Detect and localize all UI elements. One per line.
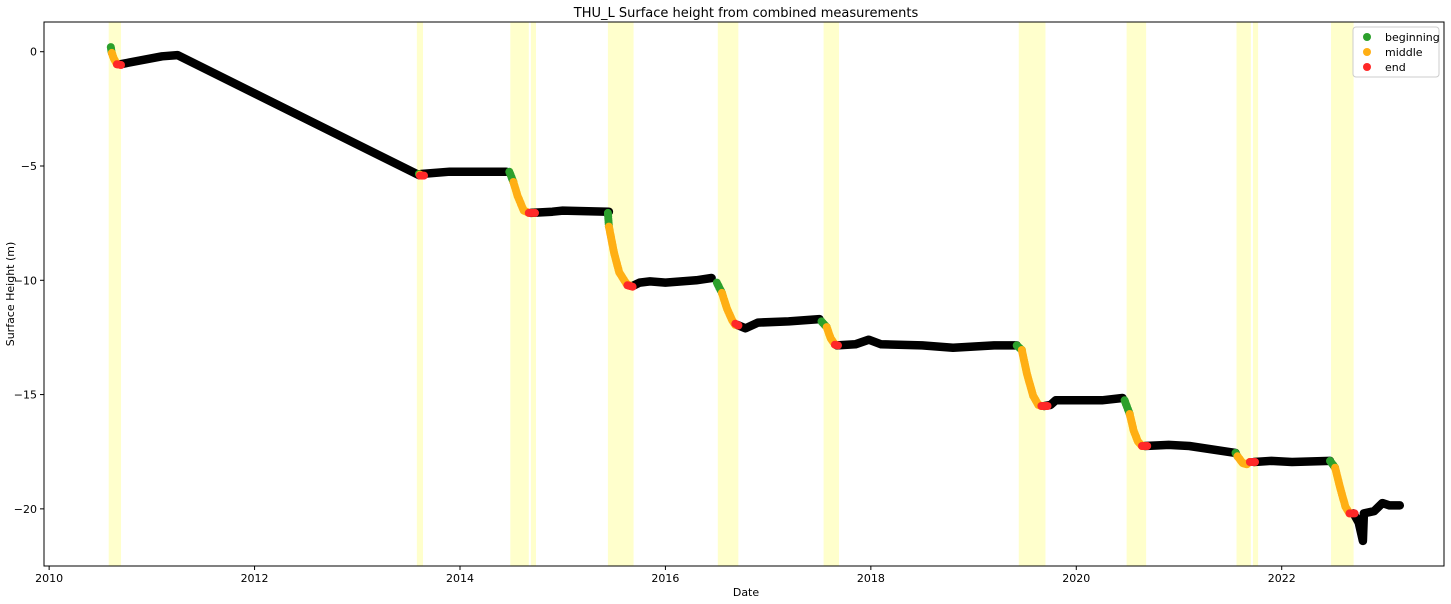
shaded-period — [1126, 22, 1147, 566]
measurement-track — [416, 167, 511, 179]
x-tick-label: 2010 — [35, 572, 63, 585]
measurement-track — [115, 50, 424, 180]
shaded-period — [1018, 22, 1046, 566]
end-point — [628, 282, 637, 291]
shaded-period — [717, 22, 739, 566]
end-point — [531, 208, 539, 217]
end-point — [1251, 458, 1259, 466]
end-point — [1143, 442, 1152, 450]
measurement-track — [628, 273, 716, 291]
legend-label-end: end — [1385, 61, 1406, 74]
end-point — [117, 61, 125, 69]
measurement-track — [526, 206, 614, 218]
chart-title: THU_L Surface height from combined measu… — [573, 6, 919, 21]
legend-label-middle: middle — [1385, 46, 1423, 59]
legend-label-beginning: beginning — [1385, 31, 1440, 44]
x-tick-label: 2018 — [857, 572, 885, 585]
end-point — [734, 321, 743, 330]
y-tick-label: −20 — [14, 503, 37, 516]
y-tick-label: 0 — [30, 46, 37, 59]
x-tick-label: 2012 — [241, 572, 269, 585]
shaded-period — [607, 22, 634, 566]
shaded-period — [1252, 22, 1259, 566]
x-tick-label: 2016 — [651, 572, 679, 585]
shaded-period — [823, 22, 840, 566]
legend-marker-end — [1363, 63, 1371, 71]
x-tick-label: 2022 — [1268, 572, 1296, 585]
shaded-period — [1236, 22, 1251, 566]
y-axis: 0 −5 −10 −15 −20 — [14, 46, 44, 516]
y-tick-label: −5 — [21, 160, 37, 173]
end-point — [1350, 509, 1359, 518]
x-axis: 2010 2012 2014 2016 2018 2020 2022 — [35, 566, 1296, 585]
shaded-period — [1331, 22, 1354, 566]
measurement-track — [832, 335, 1021, 352]
shaded-period — [108, 22, 122, 566]
legend: beginning middle end — [1352, 26, 1440, 78]
end-point — [1043, 402, 1052, 410]
shaded-period — [510, 22, 529, 566]
legend-marker-beginning — [1363, 33, 1371, 41]
end-point — [834, 341, 842, 350]
y-tick-label: −10 — [14, 274, 37, 287]
measurement-track — [733, 314, 824, 333]
background-points — [115, 50, 1405, 546]
y-tick-label: −15 — [14, 389, 37, 402]
measurement-track — [1140, 440, 1240, 458]
x-tick-label: 2020 — [1062, 572, 1090, 585]
measurement-track — [1349, 498, 1405, 546]
legend-marker-middle — [1363, 48, 1371, 56]
shaded-period — [416, 22, 424, 566]
x-axis-title: Date — [733, 586, 760, 599]
legend-box — [1352, 26, 1440, 78]
end-point — [420, 171, 428, 180]
series-points — [106, 43, 1359, 518]
y-axis-title: Surface Height (m) — [4, 242, 17, 347]
shaded-period — [530, 22, 537, 566]
plot-frame — [43, 21, 1445, 567]
x-tick-label: 2014 — [446, 572, 474, 585]
measurement-track — [1249, 456, 1335, 467]
